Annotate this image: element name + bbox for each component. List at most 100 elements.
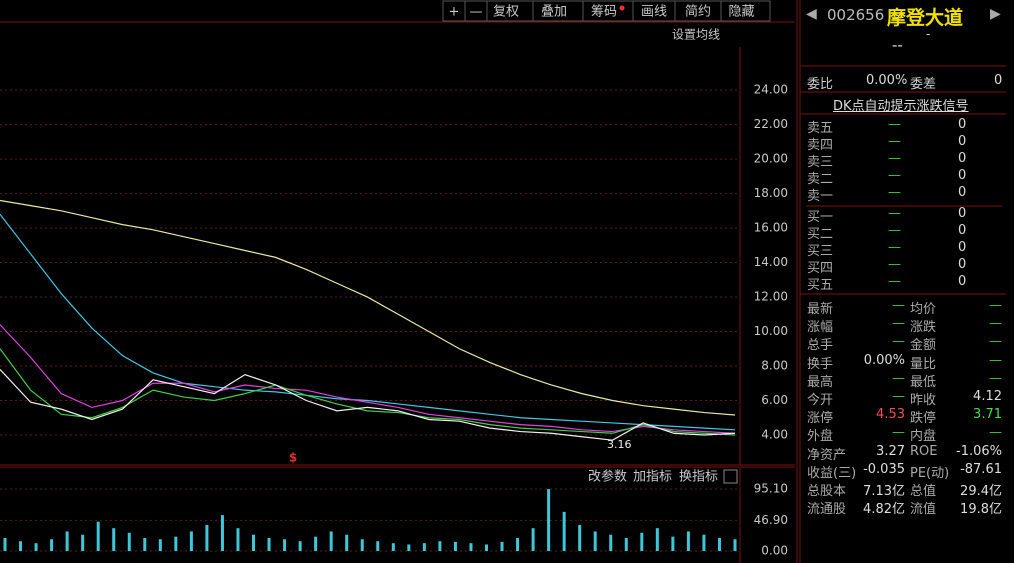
volume-bar (158, 539, 162, 552)
volume-bar (484, 544, 488, 552)
stat-value: — (892, 334, 905, 350)
annotation: $ (289, 451, 297, 465)
stat-label: ROE (910, 443, 938, 459)
settings-label[interactable]: 设置均线 (672, 28, 720, 42)
book-volume: 0 (958, 168, 967, 183)
stat-value: — (989, 316, 1002, 332)
book-volume: 0 (958, 206, 967, 221)
book-price: — (888, 134, 901, 149)
signal: DK点自动提示涨跌信号 (833, 99, 969, 114)
y-tick-label: 12.00 (754, 290, 788, 304)
book-price: — (888, 206, 901, 221)
book-label: 买一 (807, 210, 834, 225)
close-button[interactable] (723, 469, 738, 484)
stat-value: — (892, 316, 905, 332)
book-price: — (888, 185, 901, 200)
toolbar-label[interactable]: 简约 (685, 4, 711, 20)
value: 0 (994, 73, 1003, 88)
book-price: — (888, 117, 901, 132)
stat-value: — (892, 298, 905, 313)
stat-value: -0.035 (863, 461, 905, 477)
volume-bar (376, 541, 380, 552)
volume-bar (189, 531, 193, 552)
stat-label: 最新 (807, 302, 834, 317)
label: 委比 (807, 77, 834, 92)
nav-arrow[interactable]: ◀ (806, 6, 817, 22)
price: -- (892, 36, 903, 54)
stat-value: — (892, 425, 905, 441)
volume-bar (267, 537, 271, 552)
stat-label: 跌停 (910, 411, 937, 427)
volume-bar (127, 532, 131, 552)
ma-line (0, 199, 736, 416)
volume-bar (112, 528, 116, 552)
indicator-button[interactable]: 换指标 (679, 470, 718, 485)
volume-bar (733, 539, 737, 552)
ma-line (0, 324, 736, 434)
y-tick-label: 18.00 (754, 186, 788, 200)
volume-bar (407, 544, 411, 552)
toolbar-label[interactable]: + (449, 5, 460, 20)
ma-line (0, 369, 736, 441)
volume-bar (19, 541, 23, 552)
indicator-button[interactable]: 加指标 (633, 470, 672, 485)
toolbar-button[interactable] (720, 0, 771, 22)
stat-value: 0.00% (863, 352, 905, 368)
book-price: — (888, 151, 901, 166)
stat-label: 总手 (807, 338, 834, 354)
stat-value: 4.12 (973, 389, 1002, 404)
book-label: 卖二 (807, 172, 834, 187)
stat-label: 涨停 (807, 411, 834, 427)
volume-bar (500, 541, 504, 552)
stat-label: 外盘 (807, 429, 834, 445)
toolbar-label[interactable]: 叠加 (541, 5, 567, 20)
ma-line (0, 213, 736, 431)
stock-code: 002656 (827, 6, 885, 24)
volume-bar (205, 524, 209, 552)
volume-bar (655, 528, 659, 552)
volume-bar (438, 541, 442, 552)
stat-label: 总值 (910, 484, 937, 499)
stat-label: 净资产 (807, 447, 847, 463)
y-tick-label: 4.00 (761, 427, 788, 441)
toolbar-label[interactable]: 筹码 (591, 4, 617, 20)
volume-bar (81, 534, 85, 552)
volume-bar (453, 541, 457, 552)
volume-bar (547, 489, 551, 552)
change: - (926, 27, 931, 41)
stat-label: 今开 (807, 393, 834, 408)
nav-arrow[interactable]: ▶ (990, 6, 1001, 22)
stat-value: 29.4亿 (960, 484, 1002, 499)
volume-bar (96, 521, 100, 552)
ma-line (0, 348, 736, 436)
volume-bar (314, 536, 318, 552)
volume-bar (143, 537, 147, 552)
volume-bar (174, 536, 178, 552)
volume-bar (391, 543, 395, 552)
toolbar-label[interactable]: 隐藏 (728, 5, 754, 20)
stat-label: 流值 (910, 502, 937, 518)
toolbar-label[interactable]: — (470, 5, 483, 20)
volume-bar (516, 537, 520, 552)
toolbar-label[interactable]: 复权 (493, 4, 519, 20)
stat-value: — (892, 389, 905, 404)
volume-bar (50, 539, 54, 552)
y-tick-label: 10.00 (754, 324, 788, 338)
stat-label: 涨跌 (910, 320, 937, 336)
indicator-button[interactable]: 改参数 (588, 469, 627, 485)
toolbar-label[interactable]: 画线 (641, 5, 667, 20)
book-label: 买二 (807, 227, 834, 242)
stat-label: 最低 (910, 374, 937, 390)
stat-label: 内盘 (910, 429, 937, 445)
volume-bar (469, 543, 473, 552)
volume-bar (624, 537, 628, 552)
stat-value: — (989, 352, 1002, 368)
stat-label: 总股本 (807, 484, 847, 499)
book-volume: 0 (958, 185, 967, 200)
volume-bar (298, 541, 302, 552)
y-tick-label: 22.00 (754, 117, 788, 131)
stat-label: 均价 (910, 302, 937, 317)
stat-label: 金额 (910, 338, 937, 354)
stat-value: 7.13亿 (863, 484, 905, 499)
label: 委差 (910, 77, 937, 92)
